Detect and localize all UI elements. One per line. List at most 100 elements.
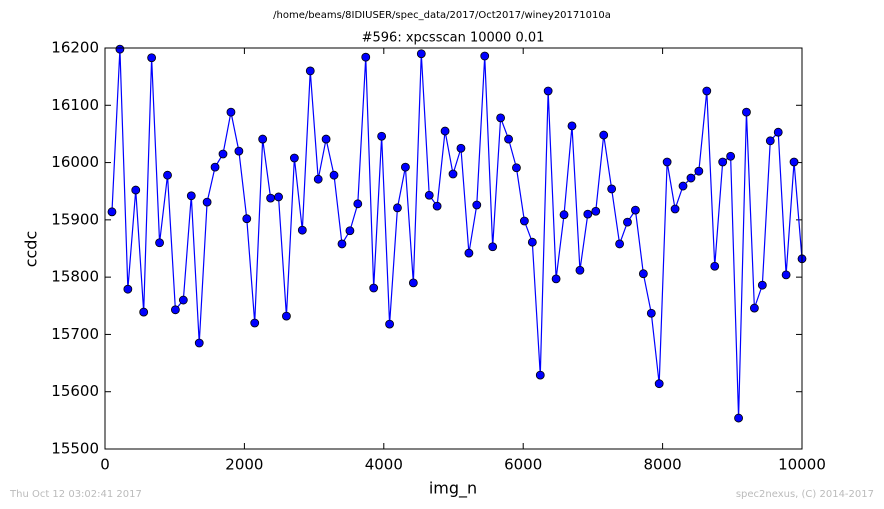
data-point [416, 49, 426, 59]
data-point [282, 311, 291, 321]
data-point [551, 274, 561, 284]
data-point [178, 295, 188, 305]
y-tick-label: 15500 [51, 440, 99, 458]
y-tick-label: 15600 [51, 382, 99, 400]
data-point [274, 192, 283, 202]
data-point [401, 162, 410, 172]
data-point [678, 181, 688, 191]
data-point [599, 130, 609, 140]
data-point [583, 209, 593, 219]
data-point [297, 225, 307, 235]
data-point [139, 307, 149, 317]
x-tick-label: 6000 [504, 456, 542, 474]
data-point [662, 157, 672, 167]
x-tick-label: 4000 [365, 456, 403, 474]
data-point [155, 238, 164, 248]
data-point [313, 174, 323, 184]
data-point [123, 284, 133, 294]
data-point [638, 269, 648, 279]
data-point [345, 226, 355, 236]
data-point [440, 126, 450, 136]
footer-right: spec2nexus, (C) 2014-2017 [736, 489, 874, 500]
data-point [615, 239, 624, 249]
data-point [527, 237, 537, 247]
data-point [424, 190, 434, 200]
data-point [408, 278, 418, 288]
data-point [718, 157, 728, 167]
y-axis-label: ccdc [22, 231, 41, 268]
data-point [567, 121, 577, 131]
data-point [226, 107, 236, 117]
data-point [726, 151, 736, 161]
data-point [710, 261, 720, 271]
data-point [496, 113, 506, 123]
data-point [607, 184, 617, 194]
data-point [623, 217, 632, 227]
data-point [591, 206, 601, 216]
data-point [432, 201, 442, 211]
x-tick-label: 8000 [644, 456, 682, 474]
data-point [353, 199, 363, 209]
data-point [456, 143, 466, 153]
data-point [147, 53, 157, 63]
data-point [329, 170, 339, 180]
data-point [361, 52, 371, 62]
data-point [107, 207, 117, 217]
data-point [266, 193, 276, 203]
data-point [575, 265, 585, 275]
data-point [686, 173, 696, 183]
data-point [631, 205, 640, 215]
data-point [202, 197, 212, 207]
data-point [749, 303, 759, 313]
data-point [242, 214, 252, 224]
data-point [765, 136, 775, 146]
data-point [757, 280, 767, 290]
data-point [377, 131, 387, 141]
data-point [448, 169, 458, 179]
data-point [488, 242, 498, 252]
data-point [369, 283, 379, 293]
data-point [258, 134, 268, 144]
data-point [773, 127, 783, 137]
data-point [464, 248, 474, 258]
data-point [234, 146, 244, 156]
data-point [789, 157, 799, 167]
data-point [250, 318, 260, 328]
data-point [186, 191, 196, 201]
chart-title: #596: xpcsscan 10000 0.01 [362, 31, 545, 46]
data-point [393, 203, 402, 213]
x-tick-label: 10000 [778, 456, 826, 474]
data-point [163, 170, 172, 180]
data-point [654, 379, 664, 389]
y-tick-label: 16200 [51, 39, 99, 57]
y-tick-label: 16100 [51, 96, 99, 114]
data-point [559, 210, 569, 220]
data-point [289, 153, 299, 163]
y-tick-label: 15900 [51, 210, 99, 228]
y-tick-label: 16000 [51, 153, 99, 171]
data-point [694, 166, 704, 176]
suptitle: /home/beams/8IDIUSER/spec_data/2017/Oct2… [273, 10, 611, 21]
data-point [543, 86, 553, 96]
data-point [210, 162, 220, 172]
y-tick-label: 15700 [51, 325, 99, 343]
data-point [480, 51, 490, 61]
x-axis-label: img_n [429, 479, 477, 499]
data-point [218, 149, 228, 159]
data-point [670, 204, 680, 214]
data-point [742, 107, 751, 117]
data-point [519, 216, 529, 226]
data-point [781, 270, 791, 280]
data-point [321, 134, 331, 144]
data-point [512, 163, 521, 173]
data-point [702, 86, 712, 96]
data-point [472, 200, 482, 210]
data-point [305, 66, 315, 76]
footer-left: Thu Oct 12 03:02:41 2017 [9, 489, 142, 500]
data-point [734, 413, 743, 423]
x-tick-label: 0 [100, 456, 110, 474]
data-point [504, 134, 513, 144]
